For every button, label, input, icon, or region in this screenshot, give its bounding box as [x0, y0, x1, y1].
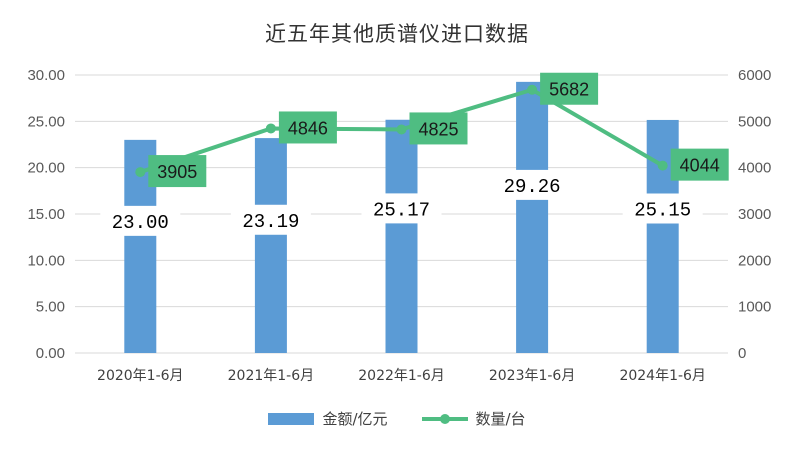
line-point [657, 160, 668, 171]
legend-line-swatch [421, 413, 468, 425]
bar-label-bg [230, 204, 311, 235]
line-label-bg [409, 112, 468, 145]
y-left-tick-label: 20.00 [27, 160, 65, 177]
legend-item-count: 数量/台 [421, 408, 526, 429]
y-right-tick-label: 5000 [738, 113, 771, 130]
y-left-tick-label: 5.00 [36, 299, 65, 316]
line-label-bg [148, 155, 207, 188]
y-right-tick-label: 6000 [738, 67, 771, 84]
bar-data-label: 23.19 [242, 211, 299, 233]
bar-label-bg [361, 193, 442, 224]
x-tick-label: 2021年1-6月 [228, 368, 315, 384]
y-right-tick-label: 3000 [738, 206, 771, 223]
y-right-tick-label: 0 [738, 345, 746, 362]
x-tick-label: 2023年1-6月 [489, 368, 576, 384]
bar-label-bg [622, 193, 703, 224]
legend-item-amount: 金额/亿元 [268, 408, 388, 429]
line-point [527, 84, 538, 95]
line-data-label: 5682 [549, 80, 589, 100]
y-left-tick-label: 15.00 [27, 206, 65, 223]
bar [254, 138, 287, 353]
line-label-bg [540, 72, 599, 105]
bar-data-label: 29.26 [504, 176, 561, 198]
line-data-label: 4846 [288, 118, 328, 138]
line-data-label: 3905 [157, 162, 197, 182]
line-label-bg [278, 111, 337, 144]
line-data-label: 4825 [418, 119, 458, 139]
x-tick-label: 2022年1-6月 [358, 368, 445, 384]
bar-data-label: 23.00 [112, 212, 169, 234]
y-left-tick-label: 25.00 [27, 113, 65, 130]
chart-title: 近五年其他质谱仪进口数据 [265, 22, 529, 46]
x-tick-label: 2020年1-6月 [97, 368, 184, 384]
legend-label-amount: 金额/亿元 [322, 410, 388, 428]
legend-bar-swatch [268, 412, 315, 425]
y-left-tick-label: 10.00 [27, 252, 65, 269]
y-right-tick-label: 1000 [738, 299, 771, 316]
y-left-tick-label: 0.00 [36, 345, 65, 362]
line-data-label: 4044 [680, 156, 720, 176]
legend-label-count: 数量/台 [475, 410, 526, 428]
line-label-bg [670, 148, 729, 181]
y-right-tick-label: 4000 [738, 160, 771, 177]
bar-data-label: 25.17 [373, 199, 430, 221]
y-right-tick-label: 2000 [738, 252, 771, 269]
bar-data-label: 25.15 [634, 200, 691, 222]
legend: 金额/亿元 数量/台 [0, 408, 794, 429]
x-tick-label: 2024年1-6月 [619, 368, 706, 384]
line-point [135, 167, 146, 178]
y-left-tick-label: 30.00 [27, 67, 65, 84]
bar [385, 119, 418, 354]
bar [516, 81, 549, 353]
line-point [265, 123, 276, 134]
bar-label-bg [492, 169, 573, 200]
line-point [396, 124, 407, 135]
bar-label-bg [100, 205, 181, 236]
